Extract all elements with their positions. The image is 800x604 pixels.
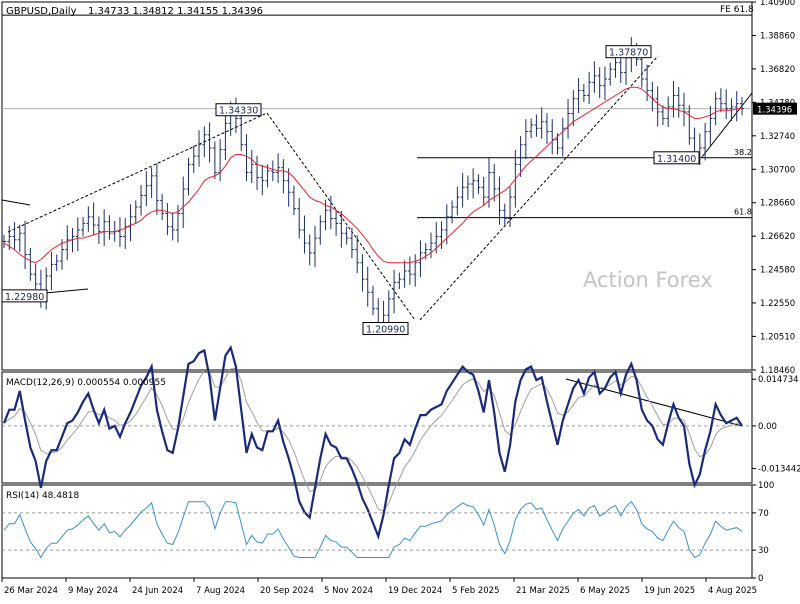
x-tick-label: 19 Jun 2025 — [644, 586, 695, 596]
price-tick-label: 1.20510 — [760, 332, 795, 342]
symbol-label: GBPUSD,Daily — [6, 6, 77, 17]
macd-line — [2, 345, 743, 541]
fe-level-label: FE 61.8 — [720, 5, 754, 15]
swing-label: 1.37870 — [609, 48, 648, 59]
swing-label-box — [1, 289, 48, 303]
rise-diagonal — [419, 55, 659, 321]
swing-label: 1.31400 — [657, 154, 696, 165]
swing-label-box — [362, 322, 409, 336]
x-tick-label: 5 Feb 2025 — [452, 586, 500, 596]
ohlc-label: 1.34733 1.34812 1.34155 1.34396 — [88, 6, 263, 17]
rsi-tick-label: 100 — [758, 481, 774, 491]
rsi-tick-label: 30 — [758, 546, 769, 556]
price-tick-label: 1.18460 — [760, 366, 795, 376]
last-price-label: 1.34396 — [757, 106, 792, 116]
macd-tick-label: 0.014734 — [758, 375, 799, 385]
price-tick-label: 1.30700 — [760, 165, 795, 175]
x-tick-label: 4 Aug 2025 — [708, 586, 757, 596]
swing-label-box — [653, 151, 700, 165]
x-tick-label: 19 Dec 2024 — [388, 586, 442, 596]
swing-label: 1.20990 — [366, 325, 405, 336]
x-tick-label: 20 Sep 2024 — [260, 586, 314, 596]
swing-label: 1.22980 — [5, 292, 44, 303]
upper-channel-line — [7, 112, 268, 233]
fib-level-label: 61.8 — [734, 208, 752, 217]
price-tick-label: 1.38860 — [760, 31, 795, 41]
watermark: Action Forex — [583, 268, 713, 292]
x-tick-label: 24 Jun 2024 — [132, 586, 183, 596]
rsi-label: RSI(14) 48.4818 — [6, 491, 79, 501]
last-price-tag — [753, 102, 797, 115]
x-tick-label: 6 May 2025 — [580, 586, 630, 596]
x-tick-label: 5 Nov 2024 — [324, 586, 373, 596]
macd-layer — [2, 345, 752, 541]
rsi-tick-label: 70 — [758, 509, 769, 519]
price-tick-label: 1.40900 — [760, 0, 795, 8]
resistance-line-left — [1, 199, 31, 206]
fib-level-label: 38.2 — [734, 148, 752, 157]
rsi-tick-label: 0 — [758, 574, 763, 584]
x-tick-label: 7 Aug 2024 — [196, 586, 245, 596]
swing-label-box — [215, 103, 262, 117]
rising-support-line — [701, 92, 753, 158]
price-layer: FE 61.8 38.2 61.8 1.22980 1.34330 1.20990 1.37… — [1, 5, 754, 336]
price-tick-label: 1.26620 — [760, 232, 795, 242]
price-tick-label: 1.32740 — [760, 132, 795, 142]
rsi-layer — [2, 500, 752, 559]
macd-panel — [1, 371, 753, 484]
price-tick-label: 1.28660 — [760, 199, 795, 209]
swing-label-box — [605, 45, 652, 59]
x-tick-label: 9 May 2024 — [68, 586, 118, 596]
price-tick-label: 1.22550 — [760, 299, 795, 309]
macd-tick-label: -0.013442 — [758, 465, 800, 475]
price-tick-label: 1.36820 — [760, 65, 795, 75]
x-tick-label: 21 Mar 2025 — [516, 586, 570, 596]
moving-average-line — [3, 86, 742, 264]
swing-label: 1.34330 — [219, 106, 258, 117]
macd-label: MACD(12,26,9) 0.000554 0.000955 — [6, 378, 166, 388]
macd-tick-label: 0.00 — [758, 422, 777, 432]
x-tick-label: 26 Mar 2024 — [4, 586, 58, 596]
price-tick-label: 1.24580 — [760, 266, 795, 276]
rsi-line — [3, 500, 743, 559]
